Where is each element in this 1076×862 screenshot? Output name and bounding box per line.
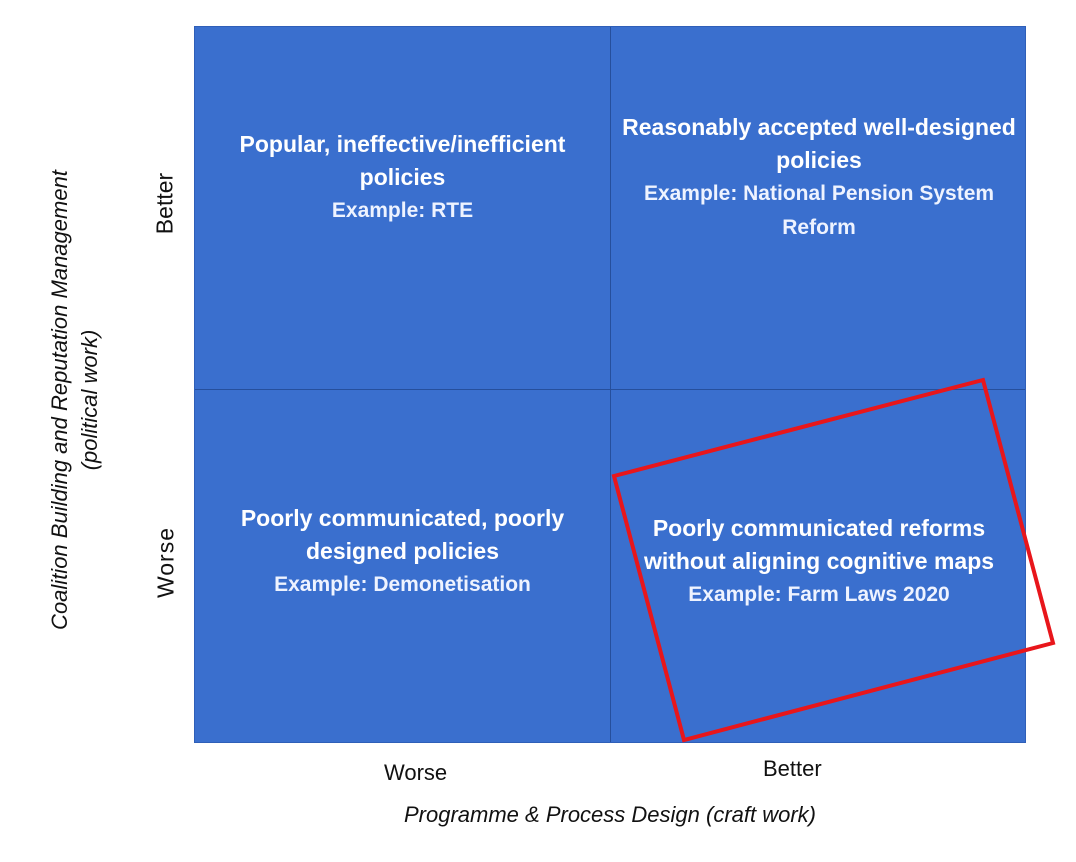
y-tick-better: Better <box>151 172 178 235</box>
y-axis-title-sub: (political work) <box>77 329 102 471</box>
x-axis-title: Programme & Process Design (craft work) <box>404 802 816 827</box>
x-tick-better: Better <box>763 756 822 781</box>
quadrant-example: Example: National Pension System Reform <box>643 182 995 239</box>
quadrant-title: Reasonably accepted well-designed polici… <box>622 114 1016 173</box>
y-axis-title-main: Coalition Building and Reputation Manage… <box>47 170 72 630</box>
horizontal-divider <box>195 389 1025 390</box>
y-axis-title: Coalition Building and Reputation Manage… <box>45 50 105 750</box>
y-tick-worse: Worse <box>152 526 179 599</box>
quadrant-top-left: Popular, ineffective/inefficient policie… <box>195 27 610 389</box>
quadrant-example: Example: RTE <box>331 199 474 222</box>
quadrant-grid: Popular, ineffective/inefficient policie… <box>194 26 1026 743</box>
quadrant-bottom-left: Poorly communicated, poorly designed pol… <box>195 390 610 744</box>
quadrant-bottom-right: Poorly communicated reforms without alig… <box>611 390 1027 744</box>
quadrant-title: Poorly communicated reforms without alig… <box>643 515 995 574</box>
quadrant-title: Poorly communicated, poorly designed pol… <box>240 505 565 564</box>
quadrant-example: Example: Demonetisation <box>274 573 531 596</box>
quadrant-example: Example: Farm Laws 2020 <box>688 583 950 606</box>
vertical-divider <box>610 27 611 742</box>
quadrant-top-right: Reasonably accepted well-designed polici… <box>611 27 1027 389</box>
quadrant-title: Popular, ineffective/inefficient policie… <box>239 131 566 190</box>
x-tick-worse: Worse <box>384 760 448 785</box>
